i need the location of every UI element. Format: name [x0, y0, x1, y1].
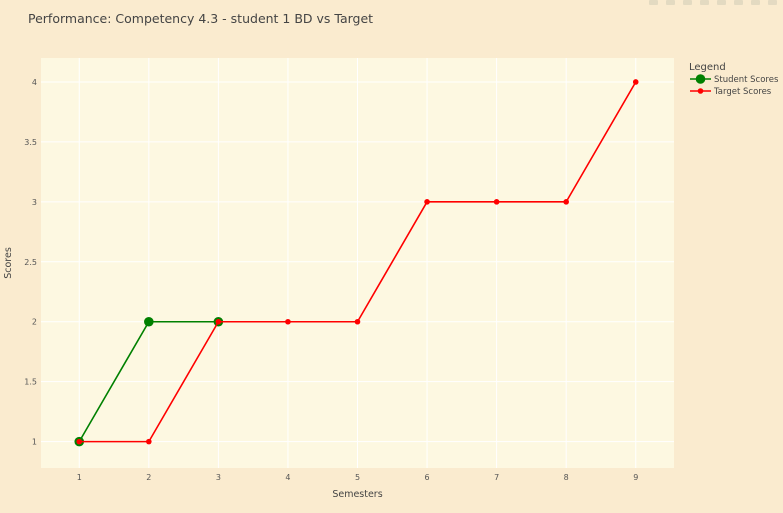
- legend-marker: [697, 88, 704, 94]
- data-point[interactable]: [354, 318, 361, 325]
- x-tick-label: 5: [355, 473, 360, 482]
- legend-entry-label[interactable]: Student Scores: [714, 75, 779, 85]
- y-axis-title: Scores: [3, 247, 14, 279]
- y-tick-label: 1.5: [24, 378, 37, 387]
- y-tick-label: 2.5: [24, 258, 37, 267]
- chart-title: Performance: Competency 4.3 - student 1 …: [28, 11, 373, 26]
- series-target-scores: [76, 79, 639, 445]
- reset-axes-icon[interactable]: [768, 0, 777, 5]
- camera-icon[interactable]: [649, 0, 658, 5]
- x-tick-label: 2: [146, 473, 151, 482]
- x-tick-label: 9: [633, 473, 638, 482]
- box-select-icon[interactable]: [700, 0, 709, 5]
- x-axis-ticks: 1 2 3 4 5 6 7 8 9: [77, 473, 639, 482]
- data-point[interactable]: [563, 199, 569, 205]
- x-tick-label: 6: [425, 473, 430, 482]
- data-point[interactable]: [493, 199, 500, 205]
- legend-entry-label[interactable]: Target Scores: [713, 87, 772, 97]
- x-tick-label: 4: [285, 473, 290, 482]
- legend-marker: [695, 74, 706, 84]
- y-axis-ticks: 1 1.5 2 2.5 3 3.5 4: [24, 78, 37, 447]
- x-tick-label: 7: [494, 473, 499, 482]
- data-point[interactable]: [215, 318, 222, 325]
- grid-lines: [41, 58, 674, 468]
- data-point[interactable]: [285, 318, 291, 325]
- data-point[interactable]: [144, 316, 154, 327]
- x-tick-label: 1: [77, 473, 82, 482]
- data-point[interactable]: [76, 438, 83, 445]
- zoom-icon[interactable]: [666, 0, 675, 5]
- y-tick-label: 1: [32, 438, 37, 447]
- zoom-out-icon[interactable]: [734, 0, 743, 5]
- y-tick-label: 2: [32, 318, 37, 327]
- zoom-in-icon[interactable]: [717, 0, 726, 5]
- series-layer: [74, 79, 639, 447]
- pan-icon[interactable]: [683, 0, 692, 5]
- data-point[interactable]: [146, 438, 152, 445]
- chart-modebar[interactable]: [607, 0, 777, 6]
- y-tick-label: 3: [32, 198, 37, 207]
- legend: Legend Student Scores Target Scores: [689, 62, 779, 97]
- autoscale-icon[interactable]: [751, 0, 760, 5]
- y-tick-label: 4: [32, 78, 37, 87]
- x-tick-label: 8: [564, 473, 569, 482]
- data-point[interactable]: [424, 199, 430, 205]
- legend-title: Legend: [689, 62, 726, 73]
- x-tick-label: 3: [216, 473, 221, 482]
- x-axis-title: Semesters: [332, 489, 382, 500]
- y-tick-label: 3.5: [24, 138, 37, 147]
- data-point[interactable]: [632, 79, 639, 85]
